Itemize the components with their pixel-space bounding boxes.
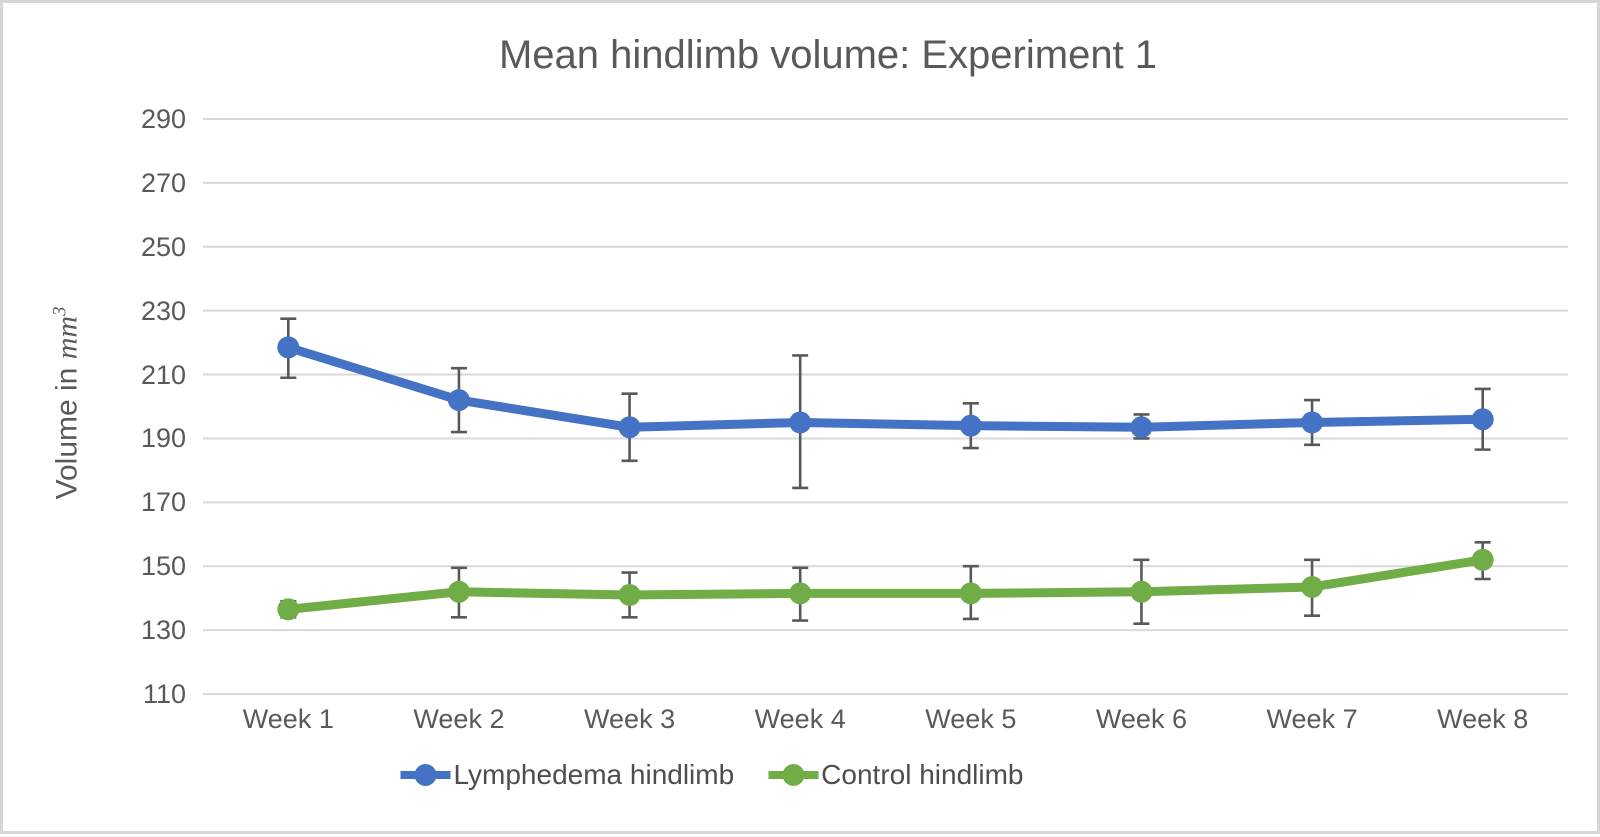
x-axis-label: Week 5 bbox=[925, 704, 1017, 734]
data-point-marker-lymphedema bbox=[1130, 416, 1153, 439]
legend-series-marker-icon bbox=[768, 764, 819, 786]
series-line-control bbox=[283, 555, 1488, 614]
data-point-marker-lymphedema bbox=[618, 416, 641, 439]
y-tick-label: 150 bbox=[140, 551, 186, 582]
data-point-marker-control bbox=[277, 598, 300, 621]
x-axis-label: Week 7 bbox=[1266, 704, 1358, 734]
data-point-marker-control bbox=[1301, 575, 1324, 598]
x-axis-label: Week 1 bbox=[242, 704, 334, 734]
y-tick-label: 190 bbox=[140, 423, 186, 454]
x-axis-label: Week 4 bbox=[754, 704, 846, 734]
y-tick-label: 170 bbox=[140, 487, 186, 518]
data-point-marker-control bbox=[959, 582, 982, 605]
y-tick-label: 110 bbox=[142, 679, 186, 709]
data-point-marker-control bbox=[1471, 548, 1494, 571]
x-axis-label: Week 8 bbox=[1437, 704, 1529, 734]
legend-item-lymphedema: Lymphedema hindlimb bbox=[400, 759, 735, 791]
y-tick-label: 130 bbox=[140, 615, 186, 646]
data-point-marker-control bbox=[447, 580, 470, 603]
y-tick-label: 230 bbox=[140, 295, 186, 326]
x-axis-label: Week 2 bbox=[413, 704, 505, 734]
x-axis-label: Week 6 bbox=[1095, 704, 1187, 734]
legend-series-marker-icon bbox=[400, 764, 451, 786]
y-tick-label: 210 bbox=[140, 359, 186, 390]
y-tick-label: 270 bbox=[140, 167, 186, 198]
legend-item-control: Control hindlimb bbox=[768, 759, 1024, 791]
plot-area bbox=[203, 118, 1568, 695]
legend-label: Lymphedema hindlimb bbox=[453, 759, 735, 790]
data-point-marker-lymphedema bbox=[789, 411, 812, 434]
data-point-marker-lymphedema bbox=[1471, 408, 1494, 431]
data-point-marker-lymphedema bbox=[959, 414, 982, 437]
legend: Lymphedema hindlimb Control hindlimb bbox=[400, 759, 1024, 791]
data-point-marker-control bbox=[789, 582, 812, 605]
data-point-marker-lymphedema bbox=[1301, 411, 1324, 434]
x-axis-label: Week 3 bbox=[584, 704, 676, 734]
y-tick-label: 250 bbox=[140, 231, 186, 262]
data-point-marker-control bbox=[1130, 580, 1153, 603]
legend-label: Control hindlimb bbox=[821, 759, 1024, 790]
chart-title: Mean hindlimb volume: Experiment 1 bbox=[498, 33, 1158, 77]
data-point-marker-lymphedema bbox=[447, 389, 470, 412]
series-line-lymphedema bbox=[283, 342, 1488, 432]
data-point-marker-lymphedema bbox=[277, 336, 300, 359]
data-point-marker-control bbox=[618, 583, 641, 606]
y-tick-label: 290 bbox=[140, 104, 186, 134]
